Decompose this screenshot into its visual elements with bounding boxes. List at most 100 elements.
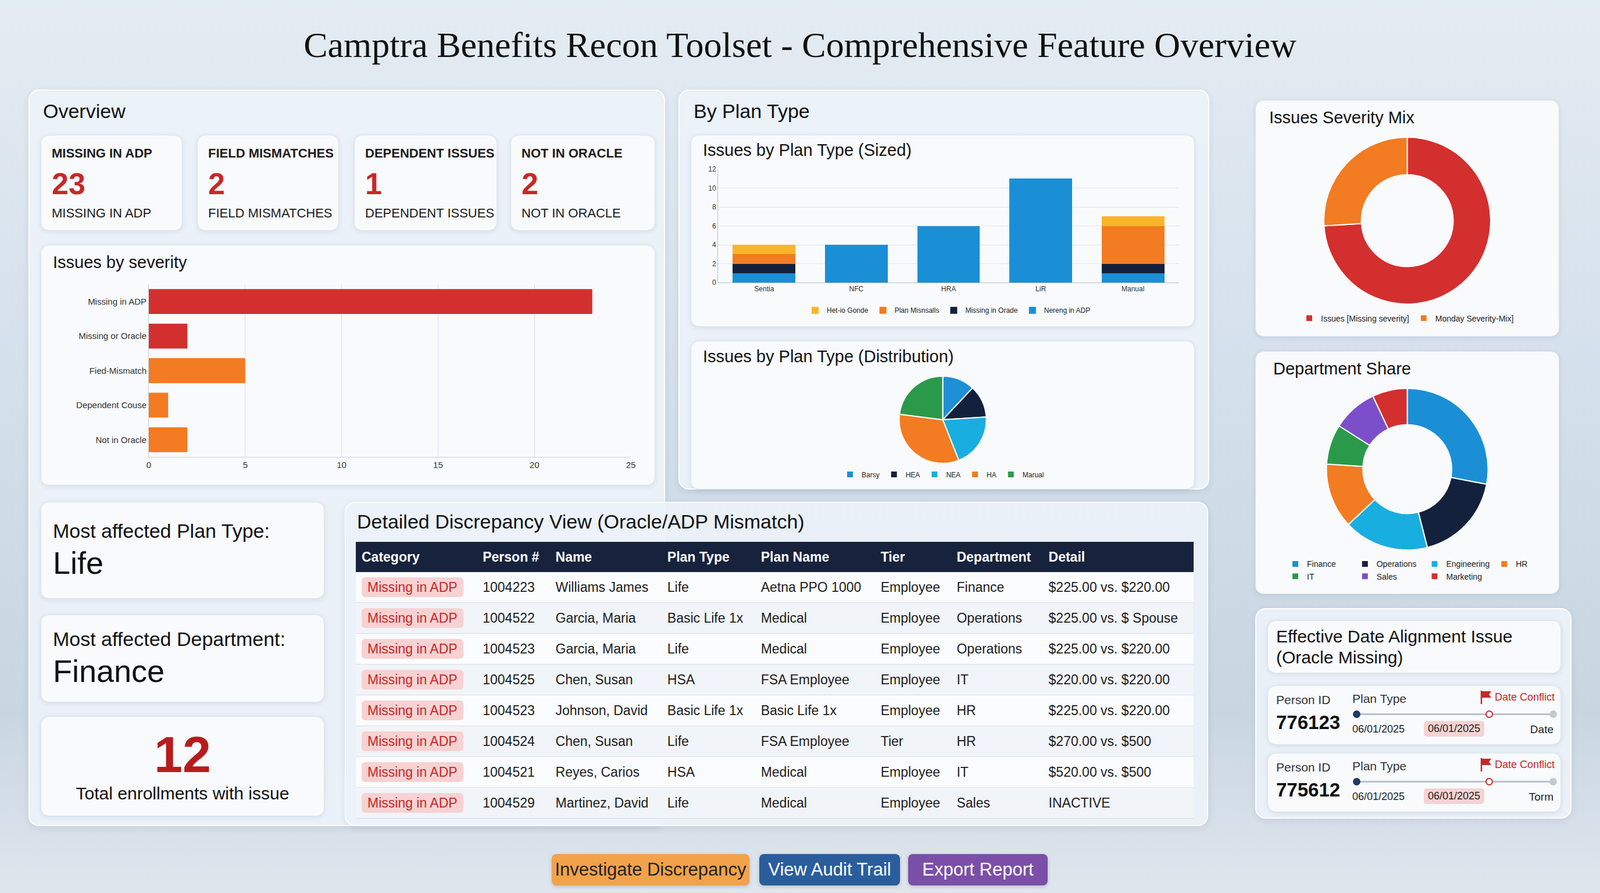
svg-text:LiR: LiR — [1035, 284, 1046, 294]
html-text:FIELD MISMATCHES: FIELD MISMATCHES — [208, 205, 333, 221]
html-text:Plan Name: Plan Name — [760, 549, 830, 565]
svg-text:HR: HR — [1515, 559, 1528, 569]
svg-text:Issues [Missing severity]: Issues [Missing severity] — [1320, 313, 1410, 324]
svg-text:5: 5 — [243, 459, 248, 470]
svg-text:10: 10 — [708, 184, 717, 193]
html-text:DEPENDENT ISSUES: DEPENDENT ISSUES — [365, 145, 495, 161]
svg-text:Marual: Marual — [1022, 470, 1045, 480]
html-text:Department: Department — [956, 549, 1031, 565]
html-text:Issues by severity: Issues by severity — [52, 252, 187, 272]
html-text:Employee: Employee — [880, 640, 941, 657]
svg-text:Fied-Mismatch: Fied-Mismatch — [89, 365, 147, 376]
svg-text:Sales: Sales — [1376, 572, 1398, 582]
html-text:Life: Life — [667, 579, 689, 595]
svg-text:Missing or Oracle: Missing or Oracle — [78, 330, 147, 341]
svg-text:HRA: HRA — [941, 284, 956, 294]
svg-text:0: 0 — [146, 459, 152, 470]
html-text:Employee: Employee — [880, 579, 941, 595]
html-text:View Audit Trail: View Audit Trail — [768, 859, 892, 880]
html-text:Detailed Discrepancy View (Ora: Detailed Discrepancy View (Oracle/ADP Mi… — [356, 510, 805, 533]
html-text:DEPENDENT ISSUES: DEPENDENT ISSUES — [365, 205, 495, 221]
svg-text:HA: HA — [986, 470, 997, 480]
html-text:Medical: Medical — [760, 640, 807, 657]
svg-text:15: 15 — [433, 459, 444, 470]
html-text:Department Share: Department Share — [1273, 359, 1412, 378]
html-text:NOT IN ORACLE: NOT IN ORACLE — [521, 145, 623, 161]
html-text:Export Report: Export Report — [922, 859, 1034, 880]
html-text:1: 1 — [365, 166, 382, 201]
html-text:1004523: 1004523 — [482, 640, 535, 657]
html-text:Finance: Finance — [52, 653, 165, 689]
svg-text:12: 12 — [708, 165, 717, 174]
svg-text:Het-io Gonde: Het-io Gonde — [826, 306, 869, 315]
html-text:Aetna PPO 1000: Aetna PPO 1000 — [760, 579, 862, 595]
html-text:Name: Name — [555, 549, 592, 565]
svg-text:8: 8 — [712, 202, 717, 212]
svg-text:IT: IT — [1306, 572, 1315, 582]
html-text:Missing in ADP: Missing in ADP — [367, 610, 458, 626]
svg-text:Finance: Finance — [1306, 559, 1337, 569]
html-text:2: 2 — [521, 166, 539, 201]
html-text:Life: Life — [52, 545, 104, 581]
svg-text:Missing in ADP: Missing in ADP — [87, 296, 147, 307]
svg-text:0: 0 — [712, 278, 717, 287]
html-text:$225.00 vs. $220.00: $225.00 vs. $220.00 — [1048, 579, 1170, 595]
svg-text:Operations: Operations — [1376, 559, 1417, 569]
html-text:By Plan Type: By Plan Type — [693, 100, 810, 123]
html-text:Tier: Tier — [880, 549, 905, 565]
svg-text:Marketing: Marketing — [1445, 572, 1482, 582]
html-text:Overview: Overview — [43, 100, 126, 123]
svg-text:NFC: NFC — [849, 284, 864, 294]
svg-text:Plan Misnsalls: Plan Misnsalls — [894, 306, 940, 315]
svg-text:Barsy: Barsy — [861, 470, 880, 480]
html-text:Most affected Department:: Most affected Department: — [52, 628, 286, 651]
svg-text:Monday Severity-Mix]: Monday Severity-Mix] — [1435, 313, 1514, 324]
svg-text:20: 20 — [529, 459, 540, 470]
html-text:Investigate Discrepancy: Investigate Discrepancy — [554, 859, 747, 880]
html-text:Finance: Finance — [956, 579, 1005, 595]
svg-text:Nereng in ADP: Nereng in ADP — [1044, 306, 1091, 315]
html-text:FIELD MISMATCHES: FIELD MISMATCHES — [208, 145, 334, 161]
html-text:Total enrollments with issue: Total enrollments with issue — [75, 783, 290, 803]
html-text:Issues Severity Mix: Issues Severity Mix — [1269, 108, 1415, 127]
svg-text:6: 6 — [712, 222, 717, 231]
html-text:2: 2 — [208, 166, 225, 201]
svg-text:NEA: NEA — [945, 470, 961, 480]
html-text:775612: 775612 — [1276, 779, 1341, 801]
svg-text:Sentia: Sentia — [754, 284, 774, 294]
html-text:Camptra Benefits Recon Toolset: Camptra Benefits Recon Toolset - Compreh… — [303, 24, 1297, 65]
svg-text:10: 10 — [336, 459, 347, 470]
html-text:Missing in ADP: Missing in ADP — [367, 640, 458, 657]
svg-text:Manual: Manual — [1121, 284, 1145, 294]
html-text:1004522: 1004522 — [482, 610, 535, 626]
html-text:776123: 776123 — [1276, 711, 1341, 734]
html-text:$225.00 vs. $220.00: $225.00 vs. $220.00 — [1048, 640, 1170, 657]
html-text:23: 23 — [51, 166, 86, 201]
html-text:NOT IN ORACLE: NOT IN ORACLE — [521, 205, 621, 221]
html-text:MISSING IN ADP: MISSING IN ADP — [51, 205, 152, 221]
svg-text:25: 25 — [626, 459, 637, 470]
html-text:Effective Date Alignment Issue: Effective Date Alignment Issue (Oracle M… — [1276, 626, 1513, 667]
html-text:Most affected Plan Type:: Most affected Plan Type: — [52, 519, 270, 543]
svg-text:Dependent Couse: Dependent Couse — [76, 400, 147, 410]
svg-text:4: 4 — [712, 240, 717, 249]
html-text:Issues by Plan Type (Distribut: Issues by Plan Type (Distribution) — [702, 347, 954, 366]
html-text:Missing in ADP: Missing in ADP — [367, 579, 458, 595]
html-text:Williams James: Williams James — [555, 579, 649, 595]
svg-text:Missing in Orade: Missing in Orade — [965, 306, 1018, 315]
html-text:12: 12 — [154, 725, 211, 784]
html-text:Category: Category — [361, 549, 420, 565]
html-text:1004223: 1004223 — [482, 579, 535, 595]
html-text:Issues by Plan Type (Sized): Issues by Plan Type (Sized) — [702, 140, 912, 160]
html-text:Life: Life — [667, 640, 689, 657]
svg-text:HEA: HEA — [905, 470, 921, 480]
svg-text:Not in Oracle: Not in Oracle — [95, 434, 147, 445]
html-text:Garcia, Maria: Garcia, Maria — [555, 640, 636, 657]
html-text:MISSING IN ADP: MISSING IN ADP — [51, 145, 153, 161]
svg-text:Engineering: Engineering — [1445, 559, 1490, 569]
html-text:Operations: Operations — [956, 640, 1023, 657]
html-text:Plan Type: Plan Type — [667, 549, 730, 565]
svg-text:2: 2 — [712, 259, 717, 269]
html-text:Person #: Person # — [482, 549, 540, 565]
html-text:Detail: Detail — [1048, 549, 1085, 565]
